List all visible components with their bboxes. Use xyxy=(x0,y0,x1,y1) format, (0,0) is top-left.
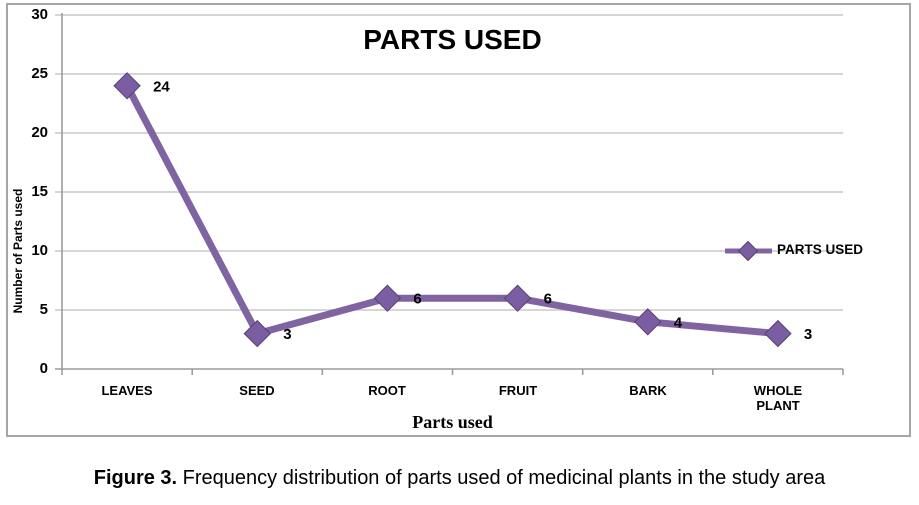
legend-label: PARTS USED xyxy=(777,242,864,257)
category-label-seed: SEED xyxy=(239,383,275,398)
data-label: 3 xyxy=(804,326,812,343)
chart-plot-area: 24 3 6 6 4 3 xyxy=(55,13,844,375)
category-label-leaves: LEAVES xyxy=(101,383,153,398)
x-axis-title: Parts used xyxy=(412,412,493,432)
figure-caption-number: Figure 3. xyxy=(93,467,178,489)
y-tick-label-0: 0 xyxy=(39,360,48,377)
y-tick-label-10: 10 xyxy=(31,242,48,259)
category-label-whole-plant: WHOLE PLANT xyxy=(753,383,803,413)
data-label: 3 xyxy=(283,326,291,343)
data-label: 6 xyxy=(544,291,552,308)
data-point-marker xyxy=(243,319,271,348)
y-tick-label-15: 15 xyxy=(31,183,48,200)
data-point-marker xyxy=(113,72,141,100)
category-label-root: ROOT xyxy=(368,383,406,398)
data-point-marker xyxy=(503,284,532,312)
data-point-marker xyxy=(634,308,662,336)
data-label: 6 xyxy=(413,291,421,308)
data-label: 4 xyxy=(674,314,683,331)
figure-caption-text: Frequency distribution of parts used of … xyxy=(177,467,826,489)
figure-caption: Figure 3. Frequency distribution of part… xyxy=(0,467,919,490)
legend-marker xyxy=(737,240,759,262)
series-line xyxy=(124,84,779,338)
data-label: 24 xyxy=(153,78,170,95)
chart-svg: 24 3 6 6 4 3 xyxy=(55,13,844,375)
y-tick-label-25: 25 xyxy=(31,65,48,82)
chart-title: PARTS USED xyxy=(363,24,542,55)
y-tick-label-30: 30 xyxy=(31,6,48,23)
data-point-marker xyxy=(764,319,792,348)
chart-frame xyxy=(6,3,911,437)
y-tick-label-5: 5 xyxy=(39,301,48,318)
category-label-bark: BARK xyxy=(629,383,667,398)
data-point-marker xyxy=(373,284,402,312)
category-label-fruit: FRUIT xyxy=(498,383,538,398)
y-tick-label-20: 20 xyxy=(31,124,48,141)
